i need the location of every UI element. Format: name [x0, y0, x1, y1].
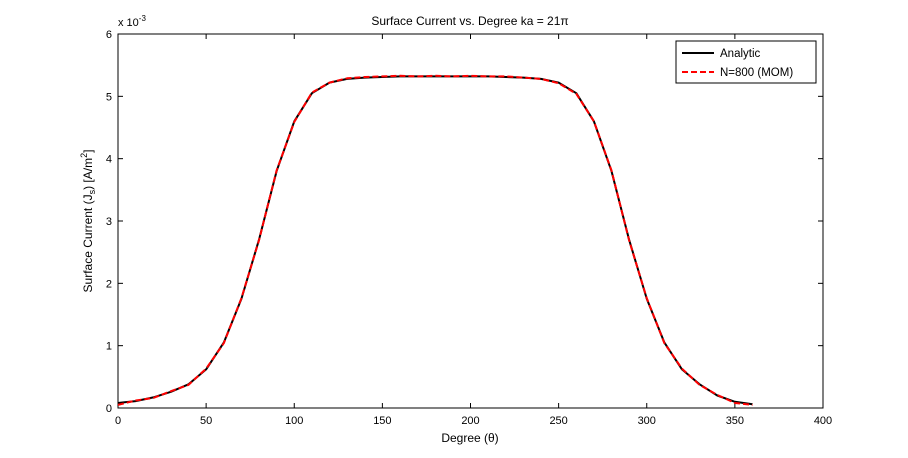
x-tick-label: 200: [461, 415, 479, 427]
x-tick-label: 350: [726, 415, 744, 427]
y-tick-label: 1: [106, 341, 112, 353]
legend-box: [675, 40, 817, 84]
chart-title: Surface Current vs. Degree ka = 21π: [371, 14, 568, 28]
x-tick-label: 150: [373, 415, 391, 427]
y-axis-label-sup: 2: [79, 153, 89, 158]
y-axis-ticks: 0 1 2 3 4 5 6: [106, 29, 823, 415]
y-axis-exponent: x 10-3: [118, 14, 146, 29]
y-exponent-base: x 10: [118, 17, 139, 29]
y-axis-label-units: ) [A/m: [81, 158, 95, 190]
legend: Analytic N=800 (MOM): [675, 40, 817, 84]
x-tick-label: 0: [115, 415, 121, 427]
x-tick-label: 250: [549, 415, 567, 427]
x-tick-label: 400: [814, 415, 832, 427]
legend-label-mom: N=800 (MOM): [720, 67, 793, 79]
y-tick-label: 2: [106, 278, 112, 290]
y-axis-label-main: Surface Current (J: [81, 194, 95, 292]
y-exponent-power: -3: [139, 14, 147, 23]
series-group: [117, 74, 753, 406]
legend-label-analytic: Analytic: [720, 48, 761, 60]
x-tick-label: 300: [638, 415, 656, 427]
y-tick-label: 3: [106, 216, 112, 228]
y-tick-label: 0: [106, 403, 112, 415]
y-axis-label: Surface Current (Js) [A/m2]: [79, 150, 97, 293]
x-axis-ticks: 0 50 100 150 200 250 300 350 400: [115, 34, 832, 427]
y-tick-label: 5: [106, 91, 112, 103]
y-tick-label: 4: [106, 154, 112, 166]
y-axis-label-end: ]: [81, 150, 95, 153]
x-tick-label: 100: [285, 415, 303, 427]
svg-text:x 10-3: x 10-3: [118, 14, 146, 29]
x-axis-label: Degree (θ): [441, 431, 498, 445]
y-axis-label-sub: s: [87, 189, 97, 194]
y-tick-label: 6: [106, 29, 112, 41]
series-line-mom: [117, 74, 753, 406]
plot-area: [117, 33, 824, 409]
x-tick-label: 50: [200, 415, 212, 427]
